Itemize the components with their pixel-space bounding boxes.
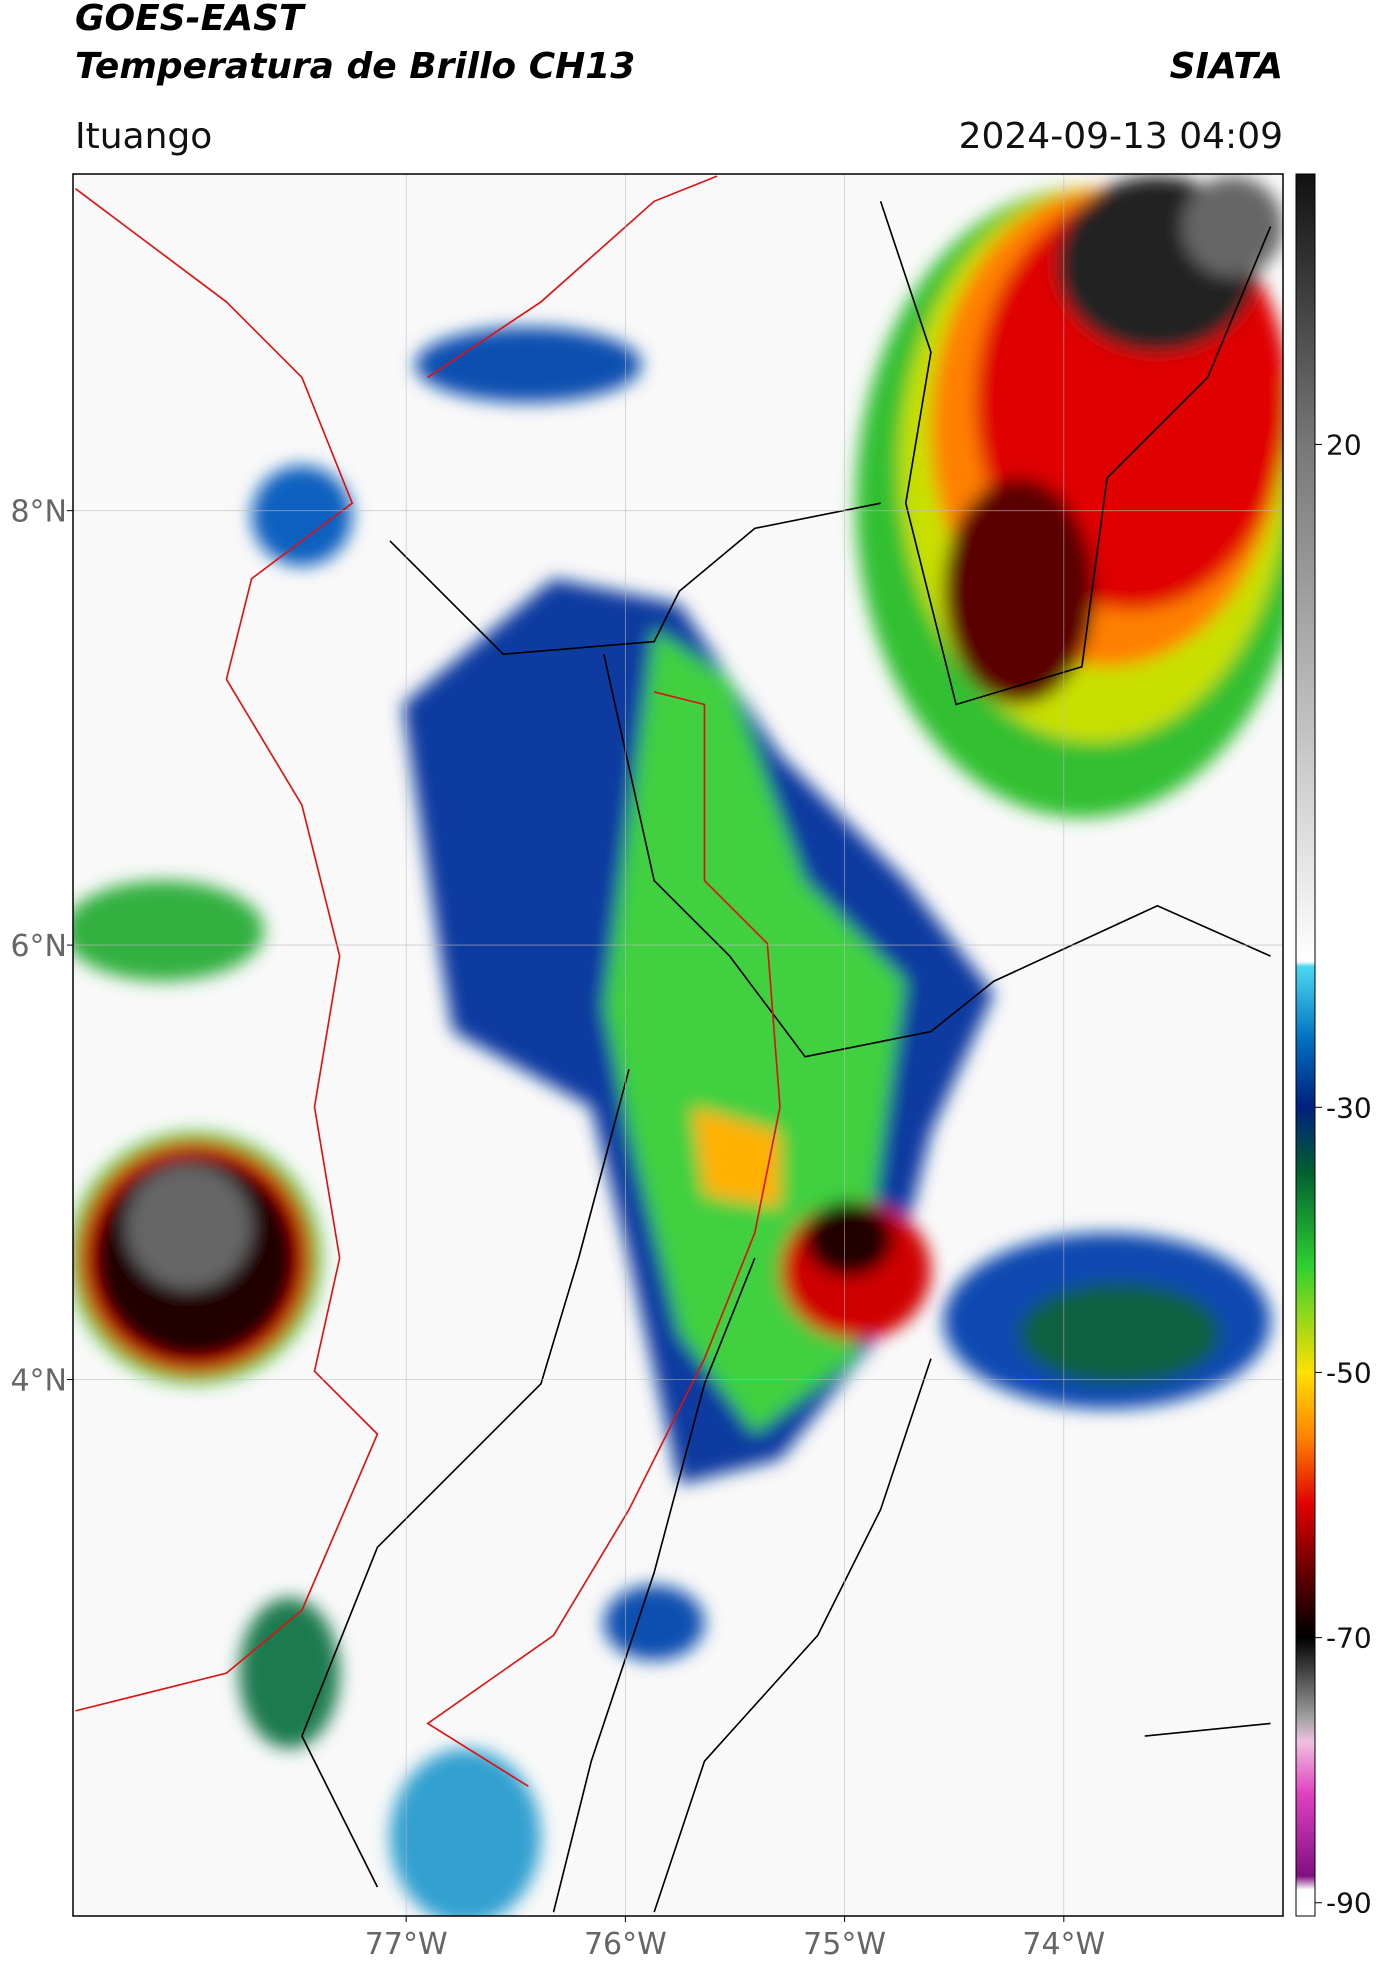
x-tick-label: 75°W: [803, 1927, 886, 1962]
subtitle: Temperatura de Brillo CH13: [75, 46, 635, 87]
location: Ituango: [75, 116, 212, 157]
colorbar-tick-label: -30: [1326, 1091, 1372, 1124]
x-tick-label: 77°W: [365, 1927, 448, 1962]
colorbar-tick-label: -90: [1326, 1887, 1372, 1920]
colorbar: [1295, 173, 1316, 1917]
satellite-image: [73, 174, 1283, 1916]
datetime: 2024-09-13 04:09: [959, 116, 1283, 157]
colorbar-tick-label: -70: [1326, 1622, 1372, 1655]
x-tick-label: 76°W: [584, 1927, 667, 1962]
title: GOES-EAST: [75, 0, 306, 39]
colorbar-tick-label: 20: [1326, 428, 1362, 461]
credit: SIATA: [1170, 46, 1283, 87]
colorbar-tick-label: -50: [1326, 1356, 1372, 1389]
x-tick-label: 74°W: [1022, 1927, 1105, 1962]
graticule: [73, 174, 1283, 1916]
map-frame: [72, 173, 1284, 1917]
y-tick-label: 6°N: [10, 929, 67, 964]
y-tick-label: 8°N: [10, 495, 67, 530]
y-tick-label: 4°N: [10, 1363, 67, 1398]
